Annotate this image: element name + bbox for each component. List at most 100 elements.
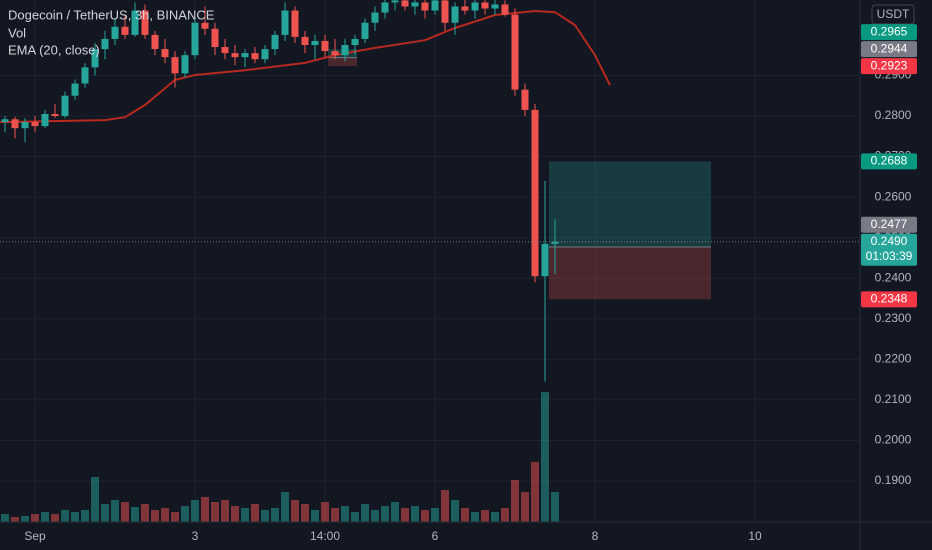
candle-body — [511, 14, 519, 90]
candle-body — [131, 10, 139, 35]
candle-body — [491, 4, 499, 9]
candle-body — [291, 10, 299, 37]
candle-body — [91, 49, 99, 68]
volume-bar — [251, 504, 259, 522]
volume-bar — [121, 502, 129, 522]
volume-bar — [241, 508, 249, 522]
volume-bar — [301, 504, 309, 522]
candle-body — [41, 113, 49, 127]
volume-bar — [491, 512, 499, 522]
candle-body — [161, 49, 169, 58]
candle-body — [311, 40, 319, 46]
candle-body — [431, 0, 439, 11]
price-tag-label: 0.2348 — [871, 292, 908, 306]
price-tag — [861, 291, 917, 308]
volume-bar — [281, 492, 289, 522]
volume-bar — [381, 506, 389, 522]
candle-body — [171, 57, 179, 74]
candle-body — [31, 122, 39, 127]
volume-bar — [101, 504, 109, 522]
candle-body — [391, 0, 399, 3]
candle-body — [101, 38, 109, 50]
candle-body — [331, 51, 339, 56]
volume-bar — [321, 502, 329, 522]
volume-bar — [91, 477, 99, 522]
volume-bar — [501, 508, 509, 522]
candle-body — [361, 22, 369, 39]
y-tick-label: 0.2300 — [875, 311, 912, 325]
candle-body — [71, 83, 79, 96]
x-tick-label: 3 — [192, 529, 199, 543]
target-zone — [549, 161, 711, 248]
candle-body — [1, 119, 9, 123]
volume-bar — [351, 512, 359, 522]
candle-body — [251, 53, 259, 60]
price-tag-label: 0.2944 — [871, 41, 908, 55]
candle-body — [261, 49, 269, 60]
candle-body — [51, 113, 59, 116]
y-tick-label: 0.2000 — [875, 433, 912, 447]
volume-bar — [371, 510, 379, 522]
volume-bar — [41, 512, 49, 522]
current-price-tag — [861, 233, 917, 266]
volume-bar — [521, 492, 529, 522]
volume-bar — [411, 506, 419, 522]
currency: USDT — [877, 7, 910, 21]
price-tag — [861, 24, 917, 41]
candle-body — [151, 34, 159, 50]
volume-layer — [1, 392, 559, 522]
stop-zone — [328, 57, 357, 67]
volume-bar — [211, 502, 219, 522]
candle-body — [521, 89, 529, 110]
candle-body — [381, 2, 389, 13]
volume-bar — [51, 514, 59, 522]
price-tag — [861, 41, 917, 58]
volume-bar — [141, 504, 149, 522]
price-tag — [861, 153, 917, 170]
volume-bar — [111, 500, 119, 522]
volume-bar — [261, 510, 269, 522]
volume-bar — [81, 510, 89, 522]
candle-body — [351, 38, 359, 46]
candle-body — [141, 10, 149, 35]
x-tick-label: 8 — [592, 529, 599, 543]
volume-bar — [71, 512, 79, 522]
candle-body — [461, 6, 469, 11]
candle-body — [401, 0, 409, 7]
candle-body — [341, 45, 349, 56]
candle-body — [441, 0, 449, 23]
y-tick-label: 0.2200 — [875, 352, 912, 366]
volume-bar — [11, 517, 19, 522]
volume-bar — [431, 508, 439, 522]
candle-body — [551, 241, 559, 244]
volume-bar — [461, 508, 469, 522]
candle-body — [541, 243, 549, 277]
volume-bar — [201, 497, 209, 522]
candle-body — [411, 2, 419, 7]
volume-bar — [31, 514, 39, 522]
price-tag-label: 0.2688 — [871, 154, 908, 168]
volume-bar — [331, 508, 339, 522]
volume-legend: Vol — [8, 25, 26, 40]
volume-bar — [271, 508, 279, 522]
candle-body — [191, 22, 199, 56]
currency-box[interactable] — [871, 4, 915, 25]
candle-body — [471, 2, 479, 11]
volume-bar — [471, 512, 479, 522]
volume-bar — [361, 504, 369, 522]
candle-layer — [0, 0, 860, 382]
volume-bar — [191, 500, 199, 522]
candle-body — [481, 2, 489, 9]
candle-body — [321, 40, 329, 52]
candle-body — [21, 122, 29, 129]
candle-body — [11, 119, 19, 129]
volume-bar — [451, 500, 459, 522]
candle-body — [531, 109, 539, 277]
legend: Dogecoin / TetherUS, 3h, BINANCE Vol EMA… — [8, 7, 215, 57]
candle-body — [451, 6, 459, 23]
x-tick-label: 10 — [748, 529, 762, 543]
